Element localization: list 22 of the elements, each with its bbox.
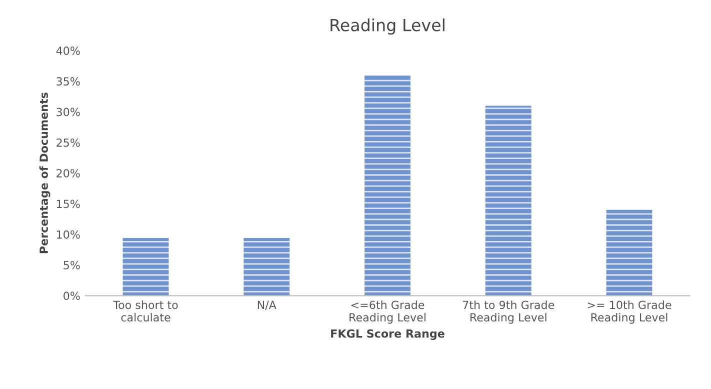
y-axis-title: Percentage of Documents xyxy=(39,92,50,254)
y-tick-label: 25% xyxy=(56,138,80,147)
y-tick-label: 10% xyxy=(56,230,80,239)
x-tick-label: N/A xyxy=(258,300,276,310)
x-tick-label: <=6th Grade Reading Level xyxy=(350,300,426,324)
y-tick-label: 5% xyxy=(64,260,80,270)
x-tick-label: >= 10th Grade Reading Level xyxy=(588,300,672,324)
y-tick-label: 30% xyxy=(56,108,80,116)
bar xyxy=(485,106,532,296)
y-tick-label: 0% xyxy=(64,292,80,300)
chart-title: Reading Level xyxy=(330,18,444,35)
bar xyxy=(122,238,169,296)
bar xyxy=(364,75,410,296)
y-tick-label: 40% xyxy=(56,46,80,55)
y-tick-label: 15% xyxy=(56,200,80,208)
y-tick-label: 20% xyxy=(56,169,80,178)
x-axis-title: FKGL Score Range xyxy=(331,329,444,340)
x-tick-label: Too short to calculate xyxy=(113,300,178,322)
x-tick-label: 7th to 9th Grade Reading Level xyxy=(462,300,554,324)
bar xyxy=(244,238,290,296)
bar xyxy=(606,210,652,296)
y-tick-label: 35% xyxy=(56,77,80,86)
